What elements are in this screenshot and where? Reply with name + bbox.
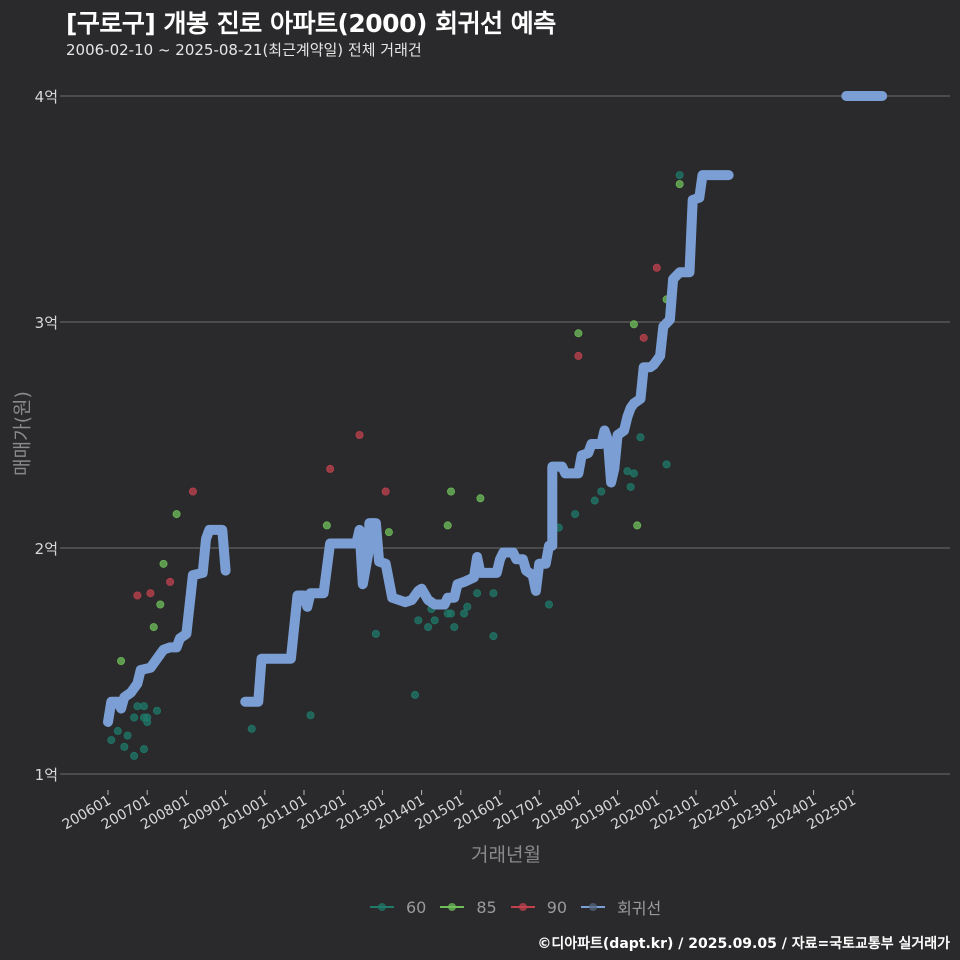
legend-item-85: 85 (440, 897, 497, 917)
scatter-point-60 (571, 510, 580, 519)
scatter-point-60 (371, 629, 380, 638)
scatter-point-60 (152, 706, 161, 715)
x-axis-ticks: 2006012007012008012009012010012011012012… (60, 790, 859, 833)
legend-label-90: 90 (546, 897, 568, 917)
source-caption: ©디아파트(dapt.kr) / 2025.09.05 / 자료=국토교통부 실… (537, 936, 950, 952)
scatter-point-85 (476, 494, 485, 503)
scatter-point-60 (130, 751, 139, 760)
legend-item-90: 90 (510, 897, 568, 917)
scatter-point-60 (489, 632, 498, 641)
scatter-point-85 (574, 329, 583, 338)
chart-subtitle: 2006-02-10 ~ 2025-08-21(최근계약일) 전체 거래건 (66, 41, 422, 59)
scatter-point-85 (156, 600, 165, 609)
scatter-point-85 (384, 528, 393, 537)
scatter-point-60 (424, 623, 433, 632)
scatter-point-60 (120, 742, 129, 751)
scatter-point-60 (143, 718, 152, 727)
scatter-point-85 (446, 487, 455, 496)
scatter-point-85 (633, 521, 642, 530)
legend: 60 85 90 회귀선 (370, 895, 675, 919)
scatter-point-60 (247, 724, 256, 733)
scatter-point-60 (460, 609, 469, 618)
scatter-point-60 (675, 171, 684, 180)
scatter-point-60 (446, 609, 455, 618)
scatter-point-60 (411, 690, 420, 699)
scatter-point-90 (639, 333, 648, 342)
scatter-point-60 (463, 602, 472, 611)
chart-title: [구로구] 개봉 진로 아파트(2000) 회귀선 예측 (66, 9, 556, 38)
scatter-point-60 (133, 702, 142, 711)
legend-item-60: 60 (370, 898, 426, 917)
scatter-point-90 (146, 589, 155, 598)
regression-segment (240, 170, 734, 707)
scatter-point-60 (590, 496, 599, 505)
scatter-point-60 (662, 460, 671, 469)
scatter-point-60 (139, 745, 148, 754)
scatter-point-85 (172, 510, 181, 519)
scatter-point-60 (626, 482, 635, 491)
scatter-point-90 (652, 263, 661, 272)
scatter-point-85 (149, 623, 158, 632)
scatter-points (107, 171, 684, 760)
regression-segment (103, 524, 231, 727)
scatter-point-90 (326, 464, 335, 473)
scatter-point-60 (545, 600, 554, 609)
scatter-point-60 (636, 433, 645, 442)
scatter-point-60 (489, 589, 498, 598)
scatter-point-60 (107, 736, 116, 745)
scatter-point-90 (133, 591, 142, 600)
scatter-point-85 (117, 657, 126, 666)
scatter-point-85 (159, 559, 168, 568)
scatter-point-60 (113, 727, 122, 736)
regression-line (103, 91, 888, 727)
y-tick-label: 1억 (34, 766, 58, 784)
y-tick-label: 3억 (34, 314, 58, 332)
scatter-point-60 (430, 616, 439, 625)
scatter-point-60 (414, 616, 423, 625)
legend-label-regression: 회귀선 (617, 899, 662, 918)
scatter-point-60 (306, 711, 315, 720)
scatter-point-85 (322, 521, 331, 530)
scatter-point-85 (629, 320, 638, 329)
legend-key-85-icon (440, 900, 465, 914)
scatter-point-90 (381, 487, 390, 496)
scatter-point-60 (629, 469, 638, 478)
legend-label-85: 85 (476, 897, 497, 917)
scatter-point-90 (355, 430, 364, 439)
y-tick-label: 2억 (34, 540, 58, 558)
scatter-point-60 (450, 623, 459, 632)
scatter-point-60 (473, 589, 482, 598)
legend-key-60-icon (370, 900, 394, 914)
legend-item-regression: 회귀선 (581, 895, 661, 919)
scatter-point-60 (123, 731, 132, 740)
scatter-point-85 (443, 521, 452, 530)
x-axis-title: 거래년월 (471, 844, 541, 866)
scatter-point-60 (597, 487, 606, 496)
legend-key-regression-icon (581, 900, 606, 914)
scatter-point-60 (130, 713, 139, 722)
scatter-point-90 (188, 487, 197, 496)
legend-key-90-icon (510, 900, 535, 914)
y-axis-title: 매매가(원) (11, 391, 34, 476)
scatter-point-60 (139, 702, 148, 711)
scatter-point-90 (574, 351, 583, 360)
scatter-point-60 (623, 467, 632, 476)
scatter-point-90 (166, 577, 175, 586)
legend-label-60: 60 (406, 897, 427, 917)
y-tick-label: 4억 (34, 88, 58, 106)
scatter-point-85 (675, 180, 684, 189)
gridlines (60, 95, 950, 775)
